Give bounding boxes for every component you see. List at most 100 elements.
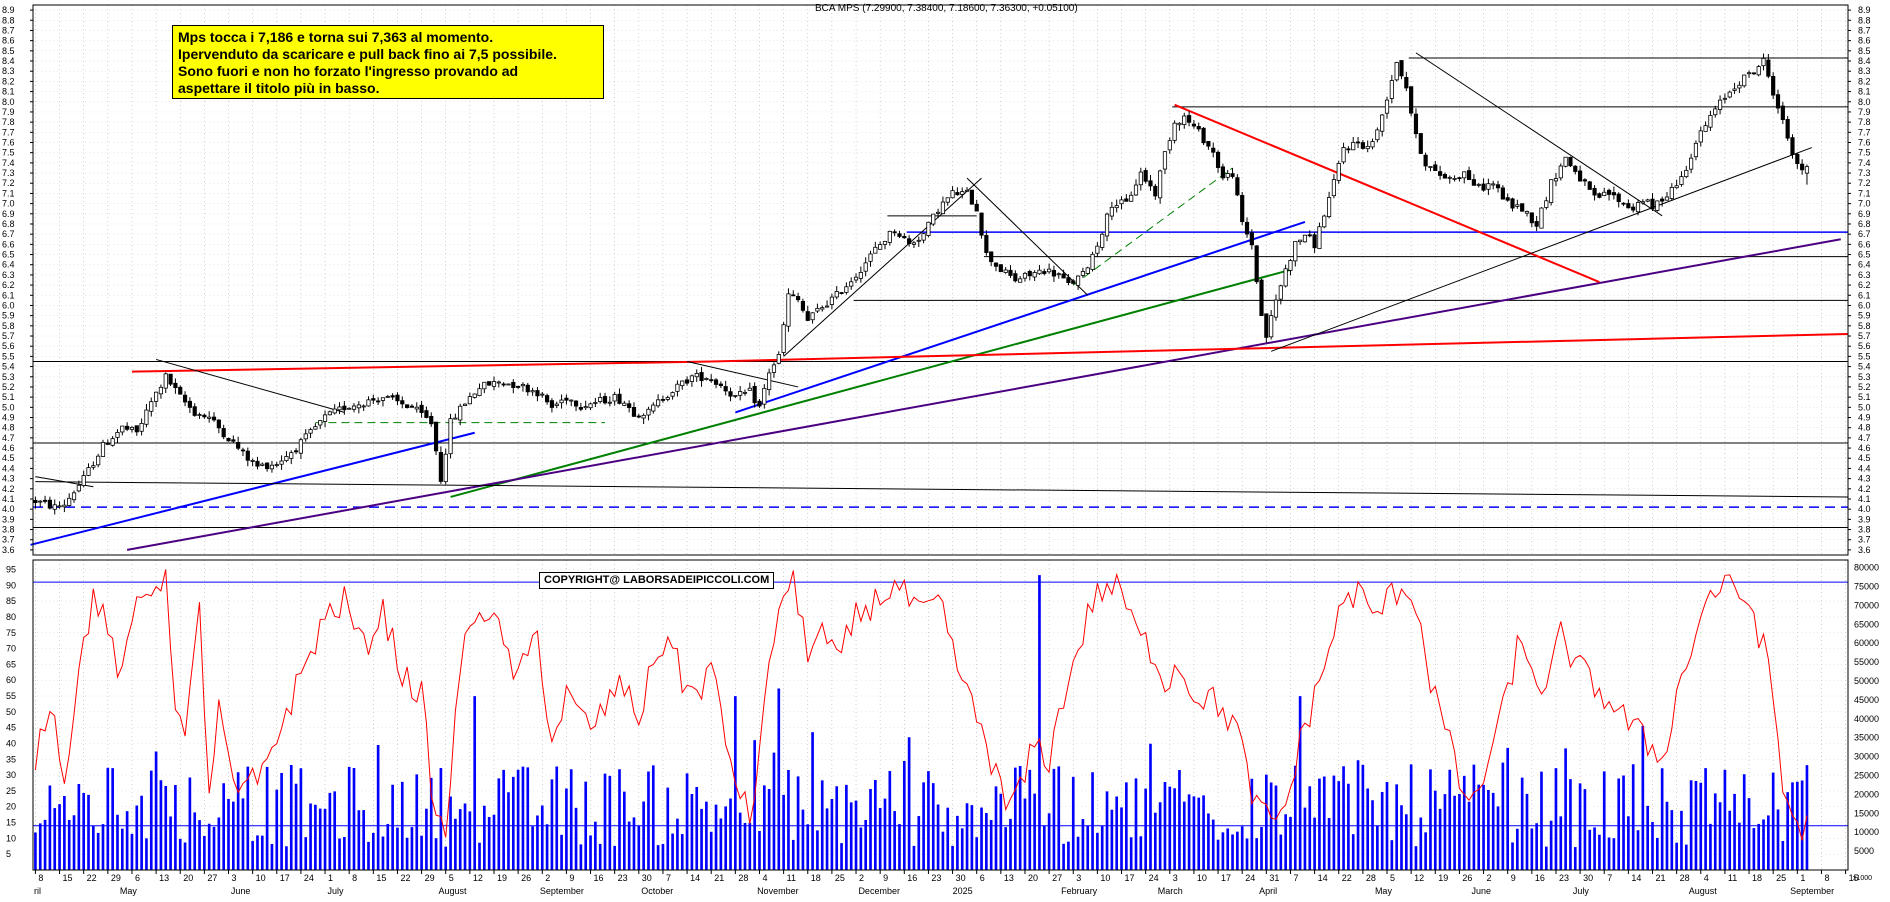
candle-body-106 [544, 395, 550, 403]
ind-right-tick-5: 30000 [1854, 752, 1879, 762]
candle-body-197 [984, 235, 989, 254]
x-tick-40: 13 [1004, 873, 1014, 883]
candle-body-217 [1080, 271, 1085, 276]
y-tick-right-50: 8.6 [1858, 36, 1871, 46]
candle-body-185 [926, 221, 931, 236]
candle-body-144 [728, 391, 733, 397]
y-tick-left-21: 5.7 [2, 331, 15, 341]
month-label-3: July [327, 886, 344, 896]
y-tick-left-24: 6.0 [2, 300, 15, 310]
candle-body-0 [33, 499, 38, 504]
x-tick-12: 1 [328, 873, 333, 883]
candle-body-152 [767, 372, 772, 390]
x-tick-64: 30 [1583, 873, 1593, 883]
trendline-10 [686, 360, 799, 388]
candle-body-229 [1138, 171, 1143, 186]
candle-body-332 [1635, 202, 1641, 213]
x-tick-43: 3 [1076, 873, 1081, 883]
month-label-9: 2025 [953, 886, 973, 896]
y-tick-left-32: 6.8 [2, 219, 15, 229]
ind-left-tick-18: 95 [6, 564, 16, 574]
candle-body-52 [284, 456, 289, 461]
candle-body-336 [1655, 200, 1660, 211]
candle-body-81 [424, 410, 429, 418]
candle-body-27 [163, 373, 168, 389]
y-tick-left-14: 5.0 [2, 402, 15, 412]
x-tick-57: 12 [1414, 873, 1424, 883]
y-tick-right-44: 8.0 [1858, 97, 1871, 107]
candle-body-321 [1582, 179, 1588, 182]
candle-body-126 [641, 414, 646, 419]
candle-body-138 [699, 372, 704, 382]
candle-body-108 [554, 403, 559, 406]
candle-body-257 [1273, 299, 1279, 318]
x-tick-70: 11 [1728, 873, 1737, 883]
candle-body-312 [1539, 207, 1544, 229]
candle-body-212 [1056, 273, 1061, 276]
candle-body-254 [1259, 279, 1264, 316]
oscillator-line [34, 569, 1808, 841]
ind-right-tick-10: 55000 [1854, 657, 1879, 667]
candle-body-79 [414, 406, 419, 410]
candle-body-235 [1167, 140, 1172, 151]
candle-body-151 [762, 387, 767, 405]
candle-body-181 [907, 238, 912, 245]
candle-body-230 [1143, 170, 1148, 182]
x-tick-36: 16 [907, 873, 917, 883]
candle-body-28 [168, 373, 173, 385]
candle-body-114 [583, 406, 588, 409]
candle-body-214 [1066, 277, 1071, 284]
candle-body-34 [197, 414, 202, 416]
candle-body-51 [279, 460, 284, 465]
candle-body-68 [361, 405, 366, 408]
candle-body-355 [1746, 72, 1752, 75]
candle-body-313 [1544, 200, 1549, 208]
x-tick-75: 15 [1849, 873, 1859, 883]
candle-body-202 [1008, 269, 1013, 276]
candle-body-3 [47, 499, 52, 509]
y-tick-right-53: 8.9 [1858, 5, 1871, 15]
candle-body-275 [1360, 142, 1365, 149]
x-tick-27: 14 [690, 873, 700, 883]
x-tick-9: 10 [256, 873, 266, 883]
y-tick-left-36: 7.2 [2, 178, 15, 188]
candle-body-179 [897, 233, 902, 237]
price-grid [33, 5, 1848, 555]
y-tick-right-2: 3.8 [1858, 525, 1871, 535]
candle-body-353 [1737, 84, 1742, 89]
candle-body-258 [1278, 285, 1283, 300]
trendline-13 [1415, 52, 1663, 217]
candle-body-23 [144, 409, 149, 425]
candle-body-361 [1775, 94, 1781, 109]
candle-body-90 [467, 396, 472, 405]
ind-left-tick-11: 60 [6, 675, 16, 685]
month-label-16: August [1689, 886, 1718, 896]
price-support-lines [30, 52, 1849, 556]
candle-body-70 [371, 398, 376, 401]
x-tick-7: 27 [207, 873, 217, 883]
candle-body-249 [1235, 177, 1240, 196]
y-tick-right-41: 7.7 [1858, 127, 1871, 137]
y-tick-right-5: 4.1 [1858, 494, 1871, 504]
candle-body-116 [593, 402, 598, 404]
candle-body-35 [202, 414, 207, 418]
x-tick-65: 7 [1607, 873, 1612, 883]
candle-body-164 [824, 305, 830, 308]
candle-body-233 [1158, 170, 1163, 199]
candle-body-103 [530, 390, 535, 393]
y-tick-left-3: 3.9 [2, 514, 15, 524]
chart-title: BCA MPS (7.29900, 7.38400, 7.18600, 7.36… [815, 3, 1078, 14]
month-label-4: August [438, 886, 467, 896]
candle-body-211 [1051, 269, 1057, 277]
x-tick-25: 30 [642, 873, 652, 883]
candle-body-245 [1215, 151, 1221, 168]
x-tick-35: 9 [883, 873, 888, 883]
candle-body-128 [651, 404, 656, 412]
candle-body-171 [858, 272, 863, 279]
y-tick-right-43: 7.9 [1858, 107, 1871, 117]
x-tick-21: 2 [545, 873, 550, 883]
candle-body-281 [1389, 80, 1394, 99]
y-tick-right-10: 4.6 [1858, 443, 1871, 453]
y-tick-right-3: 3.9 [1858, 514, 1871, 524]
